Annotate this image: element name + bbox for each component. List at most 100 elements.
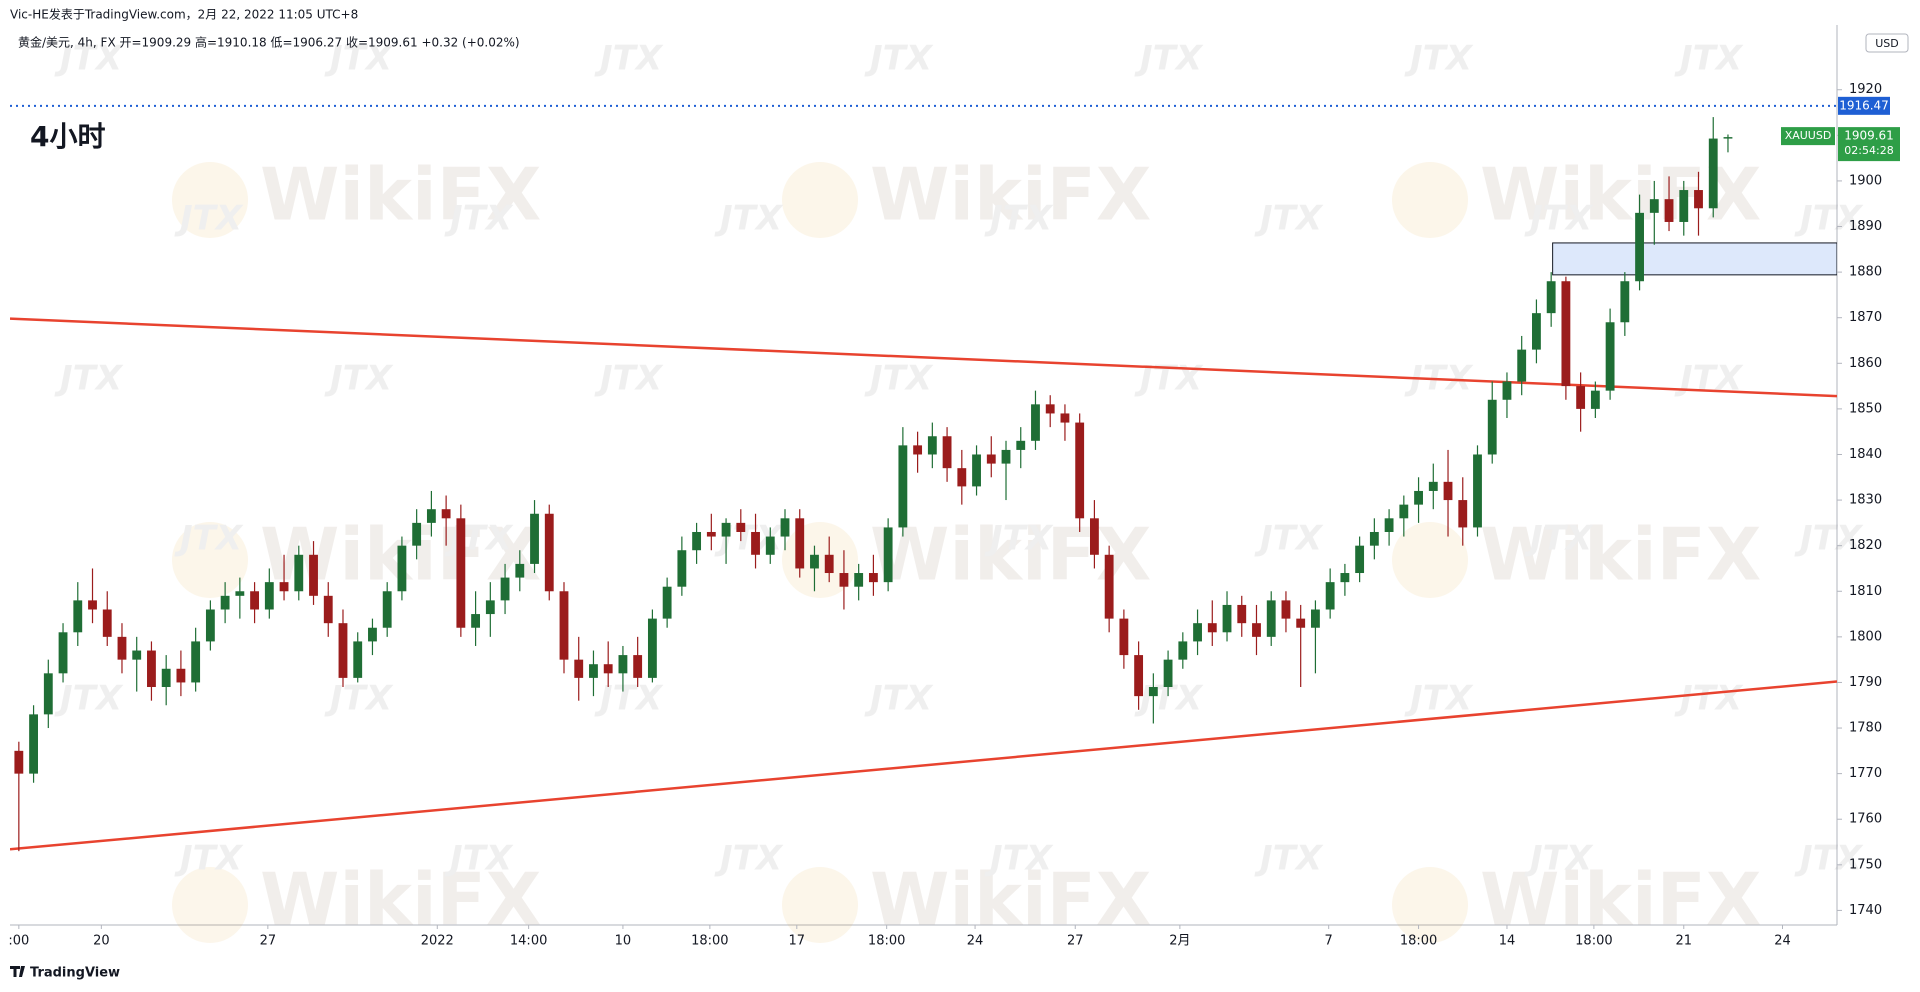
y-tick-label: 1760 <box>1849 812 1882 827</box>
candle-body <box>338 623 348 678</box>
watermark-mark: JTX <box>1794 519 1864 559</box>
candle-body <box>1089 518 1099 555</box>
candle-body <box>677 550 687 587</box>
candle-body <box>1502 381 1512 400</box>
candle-body <box>692 531 702 551</box>
candle-body <box>205 609 215 642</box>
candle-body <box>1178 641 1188 660</box>
candle-body <box>456 518 466 628</box>
watermark-mark: JTX <box>1674 679 1744 719</box>
y-tick-label: 1840 <box>1849 447 1882 462</box>
watermark-brand: WikiFX <box>260 153 541 237</box>
candle-body <box>1237 604 1247 624</box>
watermark-mark: JTX <box>1134 39 1204 79</box>
candle-body <box>1104 554 1114 619</box>
candle-body <box>942 436 952 469</box>
y-tick-label: 1780 <box>1849 721 1882 736</box>
watermark-mark: JTX <box>54 679 124 719</box>
y-tick-label: 1830 <box>1849 493 1882 508</box>
candle-body <box>441 509 451 519</box>
candle-body <box>618 655 628 674</box>
candle-body <box>1075 422 1085 519</box>
watermark-brand: WikiFX <box>870 858 1151 942</box>
candle-body <box>603 664 613 674</box>
candle-body <box>1546 281 1556 314</box>
candle-body <box>972 454 981 487</box>
watermark-mark: JTX <box>1134 359 1204 399</box>
footer-logo: TradingView <box>30 966 120 981</box>
candle-body <box>279 582 289 592</box>
y-tick-label: 1880 <box>1849 265 1882 280</box>
y-tick-label: 1920 <box>1849 82 1882 97</box>
candle-body <box>1561 281 1571 387</box>
watermark-mark: JTX <box>1254 199 1324 239</box>
x-tick-label: 18:00 <box>868 934 905 949</box>
candle-body <box>1664 199 1674 222</box>
currency-box[interactable] <box>1865 33 1909 53</box>
candle-body <box>1340 573 1350 583</box>
last-price-label: 1909.61 <box>1844 129 1894 143</box>
watermark-logo <box>1392 522 1468 598</box>
y-tick-label: 1810 <box>1849 584 1882 599</box>
candle-body <box>132 650 142 660</box>
candle-body <box>1620 281 1630 323</box>
candle-body <box>883 527 893 583</box>
candle-body <box>868 573 878 583</box>
candle-body <box>1060 413 1070 423</box>
watermark-brand: WikiFX <box>1480 858 1761 942</box>
y-tick-label: 1850 <box>1849 401 1882 416</box>
currency-label[interactable]: USD <box>1875 37 1899 50</box>
watermark-mark: JTX <box>444 519 514 559</box>
candle-body <box>161 668 171 688</box>
candle-body <box>1045 404 1055 414</box>
candle-body <box>530 513 539 564</box>
watermark-mark: JTX <box>594 39 664 79</box>
candle-body <box>1517 349 1527 382</box>
watermark-mark: JTX <box>1524 519 1594 559</box>
candle-body <box>765 536 775 555</box>
candle-body <box>1414 490 1423 505</box>
candle-body <box>662 586 672 619</box>
candle-body <box>1325 582 1335 610</box>
x-tick-label: 18:00 <box>691 934 728 949</box>
candle-body <box>88 600 97 610</box>
candle-body <box>1428 481 1438 491</box>
x-tick-label: 7 <box>1325 934 1333 949</box>
watermark-mark: JTX <box>444 199 514 239</box>
watermark-logo <box>172 867 248 943</box>
y-tick-label: 1740 <box>1849 903 1882 918</box>
candle-body <box>1635 212 1644 282</box>
countdown-label: 02:54:28 <box>1844 144 1893 157</box>
candle-body <box>1723 137 1733 139</box>
candle-body <box>1694 190 1703 209</box>
candle-body <box>810 554 819 569</box>
watermark-mark: JTX <box>864 359 934 399</box>
candle-body <box>1119 618 1129 656</box>
candle-body <box>1222 604 1232 633</box>
alert-label: 1916.47 <box>1839 98 1889 112</box>
x-tick-label: 21 <box>1675 934 1692 949</box>
candle-body <box>1134 655 1144 697</box>
candle-body <box>986 454 996 464</box>
candle-body <box>1369 531 1379 546</box>
candle-body <box>1311 609 1320 628</box>
candle-body <box>721 522 731 537</box>
candle-body <box>1532 313 1541 350</box>
candle-body <box>1016 440 1026 450</box>
y-tick-label: 1870 <box>1849 310 1882 325</box>
x-tick-label: 24 <box>967 934 984 949</box>
x-tick-label: 24 <box>1774 934 1791 949</box>
watermark-mark: JTX <box>324 39 394 79</box>
y-tick-label: 1750 <box>1849 857 1882 872</box>
watermark-mark: JTX <box>1524 199 1594 239</box>
candle-body <box>117 636 127 660</box>
candle-body <box>264 582 274 610</box>
candle-body <box>176 668 186 683</box>
candle-body <box>1443 481 1453 501</box>
candle-body <box>485 600 495 615</box>
y-tick-label: 1890 <box>1849 219 1882 234</box>
watermark-logo <box>782 867 858 943</box>
candle-body <box>1207 623 1217 633</box>
candle-body <box>647 618 657 678</box>
candle-body <box>913 445 923 455</box>
